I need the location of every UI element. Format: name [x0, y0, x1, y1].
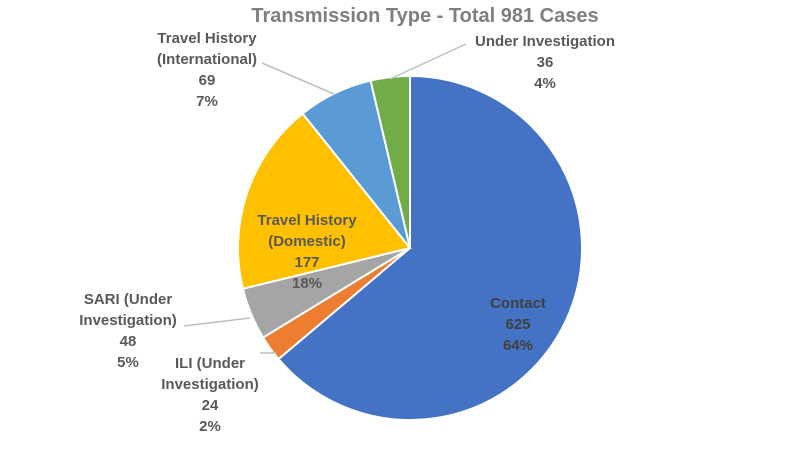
data-label-percent: 7% [196, 93, 218, 110]
leader-line-sari-under-investigation [183, 317, 251, 327]
data-label-value: 24 [202, 397, 219, 414]
data-labels: Contact 625 64% ILI (Under Investigation) 24 2… [79, 30, 615, 435]
data-label-travel-history-international: Travel History (International) 69 7% [157, 30, 257, 110]
data-label-category: ILI (Under [175, 355, 245, 372]
data-label-category: (International) [157, 51, 257, 68]
data-label-travel-history-domestic: Travel History (Domestic) 177 18% [257, 212, 357, 292]
data-label-value: 177 [294, 254, 319, 271]
data-label-category: Travel History [157, 30, 257, 47]
data-label-value: 48 [120, 333, 137, 350]
data-label-contact: Contact 625 64% [490, 295, 546, 354]
leader-line-ili-under-investigation [260, 351, 277, 354]
data-label-value: 36 [537, 54, 554, 71]
data-label-percent: 64% [503, 337, 533, 354]
data-label-category: Investigation) [161, 376, 259, 393]
pie-slice-under-investigation [369, 74, 411, 249]
data-label-category: Investigation) [79, 312, 177, 329]
chart-title: Transmission Type - Total 981 Cases [251, 5, 598, 27]
data-label-under-investigation: Under Investigation 36 4% [475, 33, 615, 92]
data-label-percent: 18% [292, 275, 322, 292]
leader-line-under-investigation [389, 43, 467, 80]
leader-lines [183, 43, 467, 354]
data-label-value: 625 [505, 316, 530, 333]
pie-slice-travel-history-domestic [237, 112, 412, 290]
data-label-value: 69 [199, 72, 216, 89]
data-label-category: Under Investigation [475, 33, 615, 50]
data-label-sari-under-investigation: SARI (Under Investigation) 48 5% [79, 291, 177, 371]
data-label-category: Contact [490, 295, 546, 312]
data-label-percent: 2% [199, 418, 221, 435]
leader-line-travel-history-international [261, 62, 335, 95]
pie-slice-contact [277, 74, 584, 421]
data-label-percent: 5% [117, 354, 139, 371]
data-label-ili-under-investigation: ILI (Under Investigation) 24 2% [161, 355, 259, 435]
data-label-percent: 4% [534, 75, 556, 92]
data-label-category: (Domestic) [268, 233, 346, 250]
data-label-category: SARI (Under [84, 291, 173, 308]
pie-slices [237, 74, 584, 421]
data-label-category: Travel History [257, 212, 357, 229]
